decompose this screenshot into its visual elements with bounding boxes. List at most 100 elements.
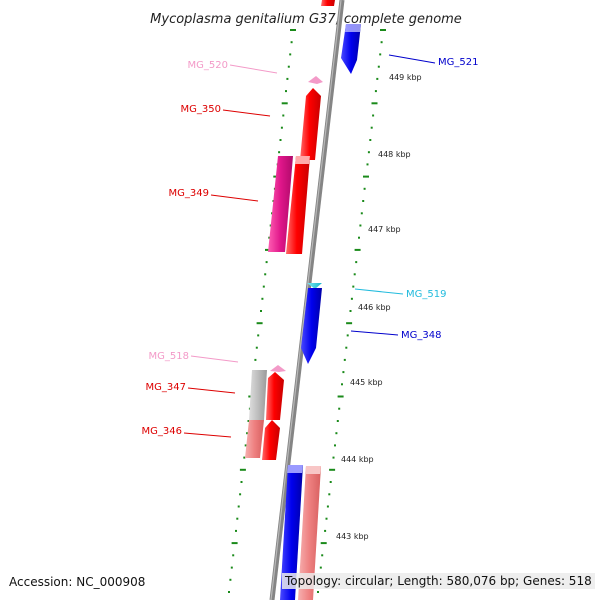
tick-dot (232, 554, 235, 557)
tick-dot (337, 395, 344, 398)
label-MG_521[interactable]: MG_521 (388, 54, 478, 68)
label-MG_519[interactable]: MG_519 (354, 288, 446, 300)
tick-dot (287, 65, 290, 68)
gene-MG_521 (341, 24, 361, 74)
gene-MG_347 (249, 370, 284, 420)
label-MG_346[interactable]: MG_346 (142, 426, 232, 438)
svg-text:MG_349: MG_349 (169, 188, 209, 199)
tick-dot (317, 591, 319, 593)
tick-dot (336, 420, 339, 422)
tick-dot (262, 285, 265, 288)
tick-dot (353, 273, 356, 276)
tick-dot (324, 529, 327, 532)
tick-dot (237, 505, 240, 508)
svg-text:MG_347: MG_347 (146, 382, 186, 393)
tick-dot (236, 517, 239, 520)
tick-dot (282, 114, 285, 117)
tick-dot (354, 248, 361, 251)
topology-text: Topology: circular; Length: 580,076 bp; … (282, 573, 595, 589)
tick-dot (325, 517, 328, 520)
tick-dot (359, 224, 362, 227)
kbp-label-448: 448 kbp (378, 150, 411, 159)
label-MG_347[interactable]: MG_347 (146, 382, 236, 394)
gene-MG_349 (268, 156, 310, 254)
tick-dot (342, 371, 345, 374)
kbp-label-447: 447 kbp (368, 225, 401, 234)
tick-dot (326, 505, 329, 508)
tick-dot (328, 493, 331, 496)
tick-dot (366, 163, 369, 166)
tick-dot (278, 151, 281, 154)
tick-dot (358, 236, 360, 239)
tick-dot (350, 297, 353, 300)
tick-dot (280, 126, 283, 129)
tick-dot (343, 358, 346, 361)
tick-dot (281, 102, 288, 105)
tick-dot (246, 432, 249, 435)
tick-dot (362, 200, 365, 202)
tick-dot (264, 273, 267, 276)
tick-dot (345, 346, 348, 349)
tick-dot (289, 53, 292, 56)
label-MG_348[interactable]: MG_348 (350, 330, 441, 341)
tick-dot (228, 591, 230, 593)
tick-dot (371, 102, 378, 105)
tick-dot (256, 322, 263, 325)
tick-dot (374, 90, 377, 93)
svg-text:MG_346: MG_346 (142, 426, 182, 437)
tick-dot (338, 407, 341, 410)
label-MG_349[interactable]: MG_349 (169, 188, 259, 202)
tick-dot (346, 322, 353, 325)
tick-dot (269, 224, 272, 227)
tick-dot (334, 444, 336, 447)
tick-dot (265, 261, 268, 264)
svg-text:MG_350: MG_350 (181, 104, 221, 115)
kbp-label-449: 449 kbp (389, 73, 422, 82)
tick-dot (329, 468, 336, 471)
tick-dot (254, 358, 257, 361)
label-MG_350[interactable]: MG_350 (181, 104, 271, 117)
tick-dot (355, 261, 358, 264)
gene-MG_348 (301, 288, 322, 364)
tick-dot (320, 542, 327, 545)
kbp-label-443: 443 kbp (336, 532, 369, 541)
tick-dot (379, 53, 382, 56)
svg-text:MG_348: MG_348 (401, 330, 441, 341)
tick-dot (363, 175, 369, 178)
tick-dot (341, 383, 343, 386)
tick-dot (367, 151, 370, 154)
label-MG_518[interactable]: MG_518 (149, 351, 239, 363)
tick-dot (290, 41, 293, 44)
tick-dot (352, 285, 355, 288)
gene-MG_346 (245, 420, 280, 460)
kbp-label-446: 446 kbp (358, 303, 391, 312)
tick-dot (380, 41, 383, 44)
tick-dot (321, 554, 324, 557)
tick-dot (265, 248, 271, 251)
tick-dot (239, 493, 242, 496)
gene-MG_350 (300, 88, 321, 160)
tick-dot (229, 578, 232, 581)
tick-dot (230, 566, 233, 569)
tick-dot (244, 444, 247, 447)
gene-MG_520 (308, 76, 323, 84)
tick-dot (372, 114, 375, 117)
tick-dot (363, 187, 366, 190)
tick-dot (247, 420, 250, 422)
tick-dot (285, 90, 287, 93)
gene-bottom-blue (280, 465, 303, 600)
tick-dot (376, 77, 379, 80)
tick-dot (261, 297, 264, 300)
tick-dot (290, 29, 296, 31)
tick-dot (260, 310, 262, 312)
tick-dot (235, 529, 237, 532)
gene-bottom-lightred (298, 466, 321, 600)
kbp-label-445: 445 kbp (350, 378, 383, 387)
label-MG_520[interactable]: MG_520 (188, 60, 278, 74)
tick-dot (332, 456, 335, 459)
tick-dot (255, 346, 258, 349)
genome-backbone-highlight (270, 0, 342, 600)
svg-text:MG_520: MG_520 (188, 60, 228, 71)
tick-dot (286, 77, 289, 80)
